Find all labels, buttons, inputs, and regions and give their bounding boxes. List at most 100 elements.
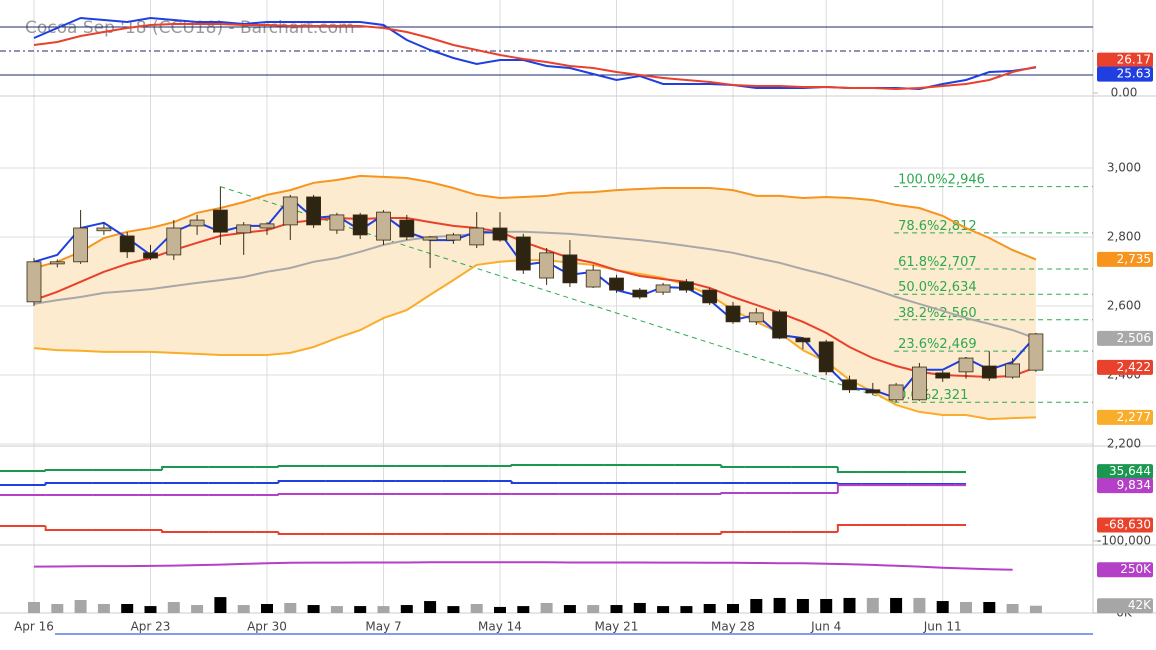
fib-label: 0.0%2,321 bbox=[898, 388, 968, 403]
end-label: 2,506 bbox=[1117, 331, 1151, 345]
end-label: 25.63 bbox=[1117, 67, 1151, 81]
end-label: 250K bbox=[1120, 562, 1152, 576]
fib-value: 2,946 bbox=[948, 173, 985, 188]
line-series bbox=[33, 230, 1037, 340]
volume-bar bbox=[820, 598, 833, 613]
end-label: 42K bbox=[1128, 598, 1152, 612]
y-tick-label: 0.00 bbox=[1111, 86, 1138, 100]
candle-body bbox=[609, 277, 624, 291]
candle-body bbox=[748, 312, 764, 323]
volume-bar bbox=[563, 605, 576, 613]
x-tick-label: Apr 16 bbox=[14, 620, 54, 634]
candle-body bbox=[143, 252, 158, 259]
volume-bar bbox=[633, 602, 646, 613]
volume-bar bbox=[703, 604, 716, 613]
candle-body bbox=[702, 289, 718, 304]
fib-value: 2,560 bbox=[939, 306, 976, 321]
step-segment bbox=[720, 465, 745, 469]
volume-bar bbox=[1029, 605, 1042, 613]
step-segment bbox=[510, 480, 535, 485]
volume-bar bbox=[74, 600, 87, 613]
end-label-box bbox=[1097, 359, 1153, 375]
candle-body bbox=[492, 227, 508, 241]
line-series bbox=[33, 174, 1037, 269]
candle-body bbox=[166, 227, 182, 256]
volume-bar bbox=[983, 601, 996, 613]
volume-bar bbox=[843, 597, 856, 613]
y-tick-label: 2,800 bbox=[1107, 229, 1141, 243]
fib-value: 2,321 bbox=[931, 388, 968, 403]
y-tick-label: 3,000 bbox=[1107, 160, 1141, 174]
candle-body bbox=[352, 214, 368, 236]
candle-body bbox=[935, 372, 951, 379]
fib-percent: 38.2% bbox=[898, 306, 939, 321]
candle-body bbox=[539, 252, 554, 279]
volume-bar bbox=[51, 604, 64, 613]
step-segment bbox=[277, 493, 302, 496]
candle-body bbox=[888, 384, 904, 401]
x-tick-label: Jun 11 bbox=[923, 620, 962, 634]
step-segment bbox=[510, 464, 535, 467]
end-label: 2,277 bbox=[1117, 410, 1151, 424]
end-label-box bbox=[1097, 330, 1153, 346]
step-segment bbox=[836, 484, 862, 494]
step-segment bbox=[277, 479, 302, 484]
end-label: 35,644 bbox=[1109, 464, 1151, 478]
fib-label: 50.0%2,634 bbox=[898, 280, 977, 295]
end-label-box bbox=[1097, 478, 1153, 494]
candle-body bbox=[445, 234, 461, 241]
candle-body bbox=[772, 311, 787, 339]
line-series bbox=[33, 216, 1037, 379]
volume-bar bbox=[936, 601, 949, 613]
step-segment bbox=[836, 467, 862, 474]
end-label-box bbox=[1097, 464, 1153, 480]
candle-body bbox=[236, 224, 252, 234]
step-segment bbox=[44, 482, 69, 486]
step-segment bbox=[720, 531, 745, 535]
candle-body bbox=[399, 219, 415, 238]
x-tick-label: Apr 30 bbox=[247, 620, 287, 634]
volume-bar bbox=[97, 604, 110, 613]
volume-bar bbox=[494, 606, 506, 613]
fib-percent: 61.8% bbox=[898, 255, 939, 270]
x-tick-label: May 7 bbox=[365, 620, 401, 634]
volume-bar bbox=[960, 601, 972, 613]
candle-body bbox=[259, 223, 275, 229]
volume-bar bbox=[517, 606, 530, 613]
y-tick-label: 2,600 bbox=[1107, 298, 1141, 312]
volume-bar bbox=[377, 606, 390, 613]
fib-label: 61.8%2,707 bbox=[898, 255, 977, 270]
candle-body bbox=[1028, 333, 1044, 371]
candle-body bbox=[562, 254, 578, 284]
candle-body bbox=[469, 227, 485, 246]
candle-body bbox=[981, 365, 997, 379]
volume-bar bbox=[191, 605, 204, 613]
volume-bar bbox=[913, 597, 926, 613]
step-segment bbox=[161, 466, 186, 471]
candle-body bbox=[282, 196, 298, 226]
end-label-box bbox=[1097, 251, 1153, 267]
line-series bbox=[33, 561, 1013, 571]
fib-percent: 50.0% bbox=[898, 280, 939, 295]
volume-bar bbox=[727, 604, 739, 613]
volume-bar bbox=[144, 606, 157, 613]
step-segment bbox=[836, 483, 862, 486]
volume-bar bbox=[424, 601, 437, 613]
x-tick-label: May 14 bbox=[478, 620, 522, 634]
end-label: 2,735 bbox=[1117, 252, 1151, 266]
x-tick-label: May 28 bbox=[711, 620, 755, 634]
candle-body bbox=[376, 211, 391, 241]
fib-label: 38.2%2,560 bbox=[898, 306, 977, 321]
candle-body bbox=[795, 337, 811, 343]
volume-bar bbox=[773, 597, 786, 613]
step-segment bbox=[836, 523, 862, 533]
volume-bar bbox=[121, 604, 134, 613]
candle-body bbox=[818, 341, 834, 373]
candle-body bbox=[96, 227, 112, 232]
candle-body bbox=[1005, 363, 1020, 378]
candle-body bbox=[49, 261, 65, 265]
fib-percent: 78.6% bbox=[898, 219, 939, 234]
volume-bar bbox=[890, 597, 903, 613]
volume-bar bbox=[657, 606, 670, 613]
